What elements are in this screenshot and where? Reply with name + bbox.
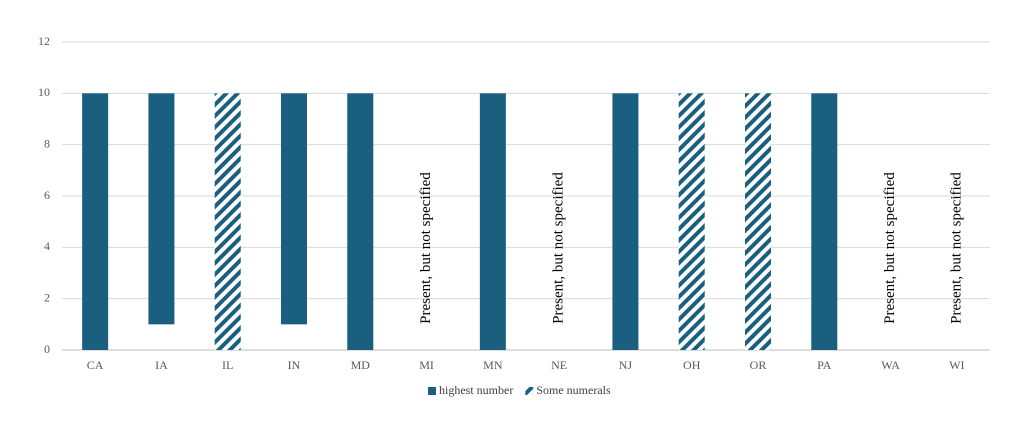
bar [82,93,109,350]
bar [678,93,705,350]
bar [811,93,838,350]
legend-swatch [428,387,436,395]
legend-swatch [525,387,534,395]
legend-label: Some numerals [536,383,611,397]
annotation: Present, but not specified [551,172,567,324]
x-tick-label: NJ [619,358,633,372]
annotation: Present, but not specified [418,172,434,324]
bar [479,93,506,350]
y-tick-label: 0 [44,342,50,356]
y-tick-label: 4 [44,239,50,253]
x-tick-label: OR [750,358,767,372]
bar [148,93,175,325]
x-tick-label: IL [222,358,233,372]
legend-label: highest number [439,383,513,397]
y-tick-label: 2 [44,290,50,304]
x-tick-label: PA [817,358,832,372]
y-tick-label: 8 [44,136,50,150]
x-tick-label: IN [288,358,301,372]
bar [347,93,374,350]
bar [281,93,307,325]
bar [612,93,639,350]
y-tick-label: 10 [38,85,50,99]
x-tick-label: MN [483,358,503,372]
x-tick-label: NE [551,358,567,372]
annotation: Present, but not specified [948,172,964,324]
x-tick-label: IA [155,358,168,372]
bar [214,93,241,350]
bar [745,93,771,350]
x-tick-label: OH [683,358,701,372]
x-tick-label: MD [351,358,371,372]
annotation: Present, but not specified [882,172,898,324]
x-tick-label: CA [87,358,104,372]
x-tick-label: WA [881,358,900,372]
y-tick-label: 12 [38,34,50,48]
x-tick-label: WI [949,358,964,372]
x-tick-label: MI [419,358,434,372]
y-tick-label: 6 [44,188,50,202]
